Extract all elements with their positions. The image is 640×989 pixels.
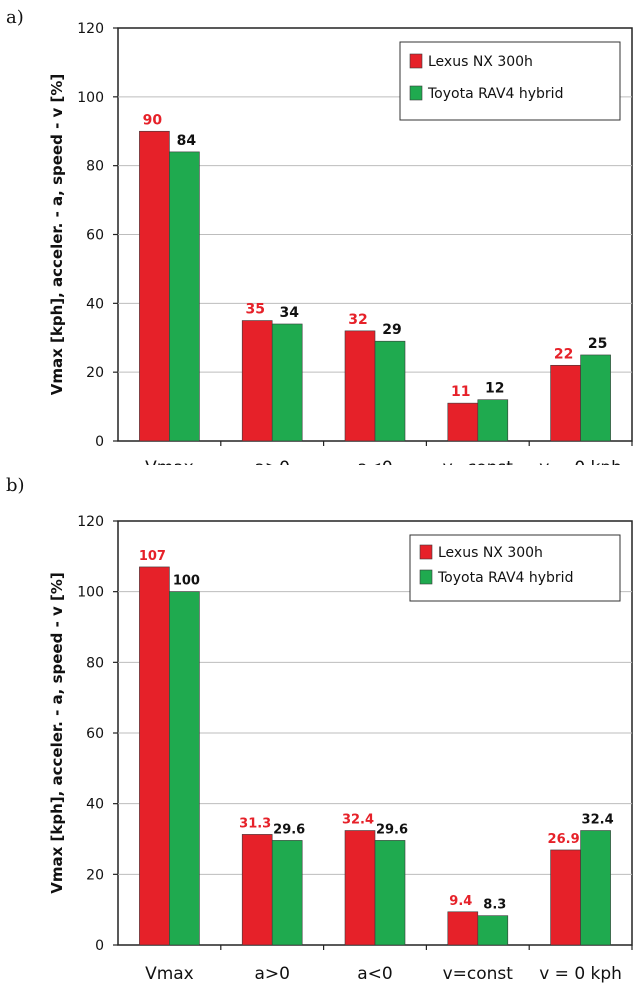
a-data-label: 35: [245, 302, 264, 318]
a-y-axis-label: Vmax [kph], acceler. - a, speed - v [%]: [48, 74, 66, 396]
chart-b: b) 0 20 40 60 80 100 120 Vmax [kph], acceler. - …: [6, 475, 633, 984]
a-x-tick-label: Vmax: [145, 458, 194, 465]
a-bar-toyota: [374, 340, 406, 442]
b-legend-label: Lexus NX 300h: [438, 545, 543, 561]
a-bar-toyota: [477, 399, 509, 442]
b-bar-toyota: [271, 840, 303, 946]
b-data-label: 8.3: [483, 898, 506, 913]
a-bar-toyota: [271, 323, 303, 442]
b-x-tick-label: a<0: [357, 964, 392, 984]
b-data-label: 100: [173, 574, 200, 589]
a-y-tick-label: 40: [86, 296, 104, 312]
a-data-label: 32: [348, 312, 367, 328]
a-data-label: 25: [588, 336, 607, 352]
a-x-tick-label: a>0: [254, 458, 289, 465]
a-y-tick-label: 80: [86, 159, 104, 175]
b-panel-label: b): [6, 475, 25, 496]
a-y-tick-label: 60: [86, 228, 104, 244]
b-bar-lexus: [139, 566, 170, 946]
b-y-tick-label: 0: [95, 938, 104, 954]
b-x-tick-label: Vmax: [145, 964, 194, 984]
a-x-tick-label: v=const: [443, 458, 514, 465]
a-data-label: 22: [554, 346, 573, 362]
b-y-tick-label: 100: [77, 585, 104, 601]
a-x-tick-label: v = 0 kph: [539, 458, 622, 465]
b-x-tick-label: v=const: [443, 964, 514, 984]
b-bar-lexus: [447, 911, 479, 946]
a-data-label: 11: [451, 384, 470, 400]
a-bar-lexus: [447, 402, 479, 442]
a-y-tick-label: 100: [77, 90, 104, 106]
b-x-tick-label: v = 0 kph: [539, 964, 622, 984]
b-bar-lexus: [344, 830, 376, 946]
b-bar-toyota: [477, 915, 509, 946]
b-data-label: 32.4: [342, 813, 374, 828]
a-data-label: 12: [485, 381, 504, 397]
b-legend-swatch: [419, 544, 433, 560]
b-data-label: 26.9: [548, 832, 580, 847]
b-data-label: 29.6: [376, 822, 408, 837]
b-bar-toyota: [169, 591, 200, 946]
b-legend-label: Toyota RAV4 hybrid: [437, 570, 573, 586]
b-legend: [409, 534, 621, 602]
a-bar-toyota: [580, 354, 611, 442]
b-y-tick-label: 120: [77, 514, 104, 530]
b-data-label: 32.4: [582, 813, 614, 828]
a-legend-swatch: [409, 85, 423, 101]
b-data-label: 9.4: [449, 894, 472, 909]
b-y-tick-label: 60: [86, 726, 104, 742]
a-bar-lexus: [139, 130, 170, 442]
a-bar-lexus: [241, 320, 273, 442]
a-legend-label: Lexus NX 300h: [428, 54, 533, 70]
a-y-tick-label: 120: [77, 21, 104, 37]
b-bar-toyota: [374, 840, 406, 946]
b-y-axis-label: Vmax [kph], acceler. - a, speed - v [%]: [48, 572, 66, 894]
b-bar-toyota: [580, 830, 611, 946]
a-legend-swatch: [409, 53, 423, 69]
b-y-tick-label: 40: [86, 797, 104, 813]
b-data-label: 107: [139, 549, 166, 564]
b-y-tick-label: 80: [86, 655, 104, 671]
a-x-tick-label: a<0: [357, 458, 392, 465]
a-data-label: 34: [279, 305, 299, 321]
b-bar-lexus: [241, 834, 273, 946]
a-bar-lexus: [550, 364, 581, 442]
a-y-tick-label: 0: [95, 434, 104, 450]
a-bar-toyota: [169, 151, 200, 442]
a-bar-lexus: [344, 330, 376, 442]
a-data-label: 90: [143, 112, 163, 128]
b-data-label: 31.3: [239, 816, 271, 831]
a-panel-label: a): [6, 7, 24, 28]
b-x-tick-label: a>0: [254, 964, 289, 984]
b-data-label: 29.6: [273, 822, 305, 837]
a-data-label: 29: [382, 322, 401, 338]
b-legend-swatch: [419, 569, 433, 585]
b-bar-lexus: [550, 849, 581, 946]
a-legend-label: Toyota RAV4 hybrid: [427, 86, 563, 102]
a-legend: [399, 41, 621, 121]
chart-a: a) 0 20 40 60 80 100 120 Vmax [kph], acceler. - …: [6, 7, 633, 465]
a-data-label: 84: [177, 133, 197, 149]
a-y-tick-label: 20: [86, 365, 104, 381]
b-y-tick-label: 20: [86, 867, 104, 883]
